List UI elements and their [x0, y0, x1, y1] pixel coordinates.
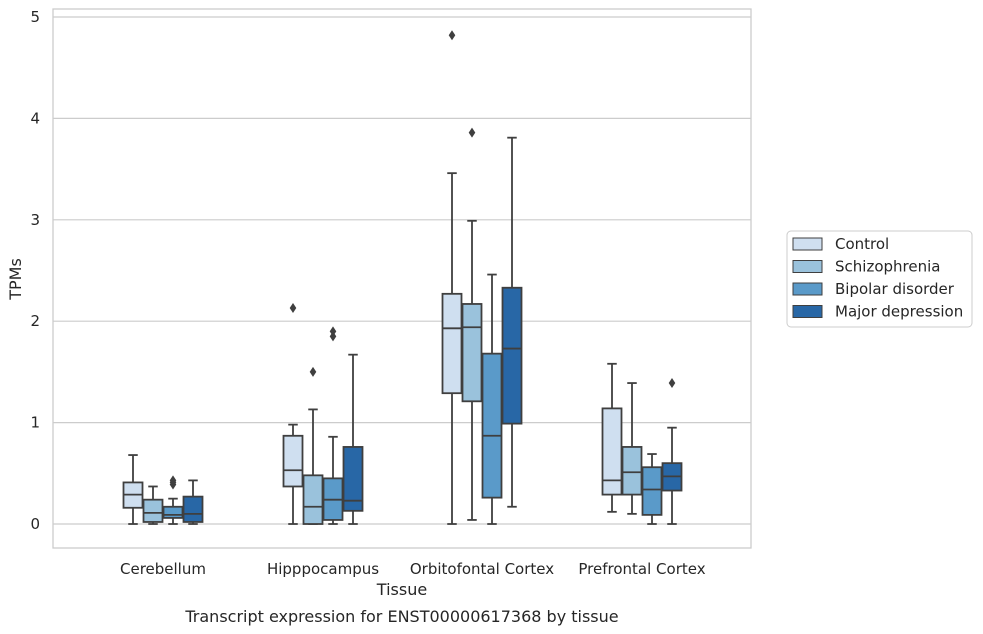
box-group [501, 136, 523, 508]
y-tick-label: 3 [30, 211, 40, 229]
box-iqr [501, 286, 523, 425]
legend-swatch [792, 237, 823, 251]
legend-label: Control [835, 235, 889, 253]
box-group [322, 326, 344, 525]
box-group [481, 273, 503, 525]
box-group [282, 303, 304, 525]
legend: Control Schizophrenia Bipolar disorder Majo… [786, 230, 973, 328]
box-iqr [441, 292, 463, 395]
box-iqr [641, 466, 663, 516]
box-series [122, 30, 683, 525]
outlier-point [309, 366, 317, 377]
y-tick-label: 4 [30, 109, 40, 127]
y-tick-label: 2 [30, 312, 40, 330]
box-iqr [342, 446, 364, 512]
box-group [142, 485, 164, 525]
box-group [441, 30, 463, 525]
outlier-point [289, 303, 297, 314]
box-iqr [282, 434, 304, 488]
legend-swatch [792, 282, 823, 296]
chart-caption: Transcript expression for ENST0000061736… [184, 607, 618, 626]
outlier-point [329, 331, 337, 342]
x-axis-title: Tissue [376, 580, 427, 599]
box-iqr [461, 303, 483, 403]
outlier-point [668, 378, 676, 389]
y-axis-title: TPMs [6, 258, 25, 301]
x-tick-label: Orbitofontal Cortex [410, 560, 554, 578]
x-tick-label: Hipppocampus [267, 560, 379, 578]
y-tick-label: 0 [30, 515, 40, 533]
box-group [621, 382, 643, 515]
legend-swatch [792, 305, 823, 318]
box-group [302, 366, 324, 525]
box-iqr [302, 474, 324, 525]
y-tick-labels: 0 1 2 3 4 5 [30, 8, 40, 533]
legend-label: Bipolar disorder [835, 280, 955, 298]
box-group [182, 479, 204, 525]
legend-swatch [792, 260, 823, 273]
box-iqr [182, 495, 204, 523]
outlier-point [169, 475, 177, 486]
x-tick-labels: Cerebellum Hipppocampus Orbitofontal Corte… [120, 560, 706, 578]
legend-label: Schizophrenia [835, 258, 940, 276]
outlier-point [329, 326, 337, 337]
outlier-point [468, 127, 476, 138]
box-iqr [162, 505, 184, 519]
box-group [641, 453, 663, 525]
box-group [601, 362, 623, 513]
outlier-point [448, 30, 456, 41]
box-group [661, 378, 683, 525]
legend-label: Major depression [835, 303, 963, 321]
box-group [122, 454, 144, 525]
y-tick-label: 5 [30, 8, 40, 26]
x-tick-label: Cerebellum [120, 560, 206, 578]
box-iqr [601, 407, 623, 496]
box-iqr [142, 498, 164, 523]
y-tick-label: 1 [30, 414, 40, 432]
box-group [461, 127, 483, 521]
box-group [342, 353, 364, 525]
box-group [162, 475, 184, 525]
x-tick-label: Prefrontal Cortex [578, 560, 705, 578]
plot-frame [52, 8, 752, 549]
box-iqr [481, 352, 503, 499]
legend-frame [786, 230, 973, 328]
grid-lines [53, 16, 751, 525]
box-iqr [621, 446, 643, 496]
